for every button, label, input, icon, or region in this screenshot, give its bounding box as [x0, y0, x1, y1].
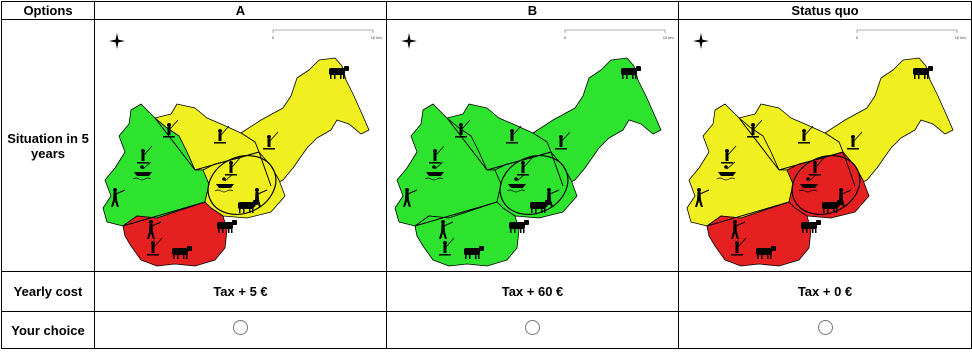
north-arrow-icon	[109, 33, 125, 49]
scale-unit-label: km	[668, 35, 674, 40]
choice-cell-status-quo	[678, 311, 972, 349]
scale-zero-label: 0	[856, 35, 859, 40]
fisherman-icon	[517, 157, 533, 176]
cow-icon	[217, 220, 237, 233]
fisherman-icon	[147, 237, 163, 256]
fisherman-icon	[847, 131, 863, 150]
cost-row: Yearly cost Tax + 5 € Tax + 60 € Tax + 0…	[1, 271, 972, 312]
hunter-icon	[403, 188, 418, 207]
zone-boundary	[122, 201, 206, 227]
scale-bar: 0 10 km	[272, 29, 382, 40]
radio-status-quo[interactable]	[817, 320, 833, 335]
center-zone-outline	[791, 155, 861, 215]
hunter-icon	[439, 220, 454, 239]
scale-unit-label: km	[960, 35, 966, 40]
situation-label: Situation in 5 years	[1, 19, 95, 272]
fisherman-icon	[747, 119, 763, 138]
fisherman-icon	[163, 119, 179, 138]
center-zone-outline	[207, 155, 277, 215]
zone-boundary	[154, 117, 196, 171]
cow-icon	[329, 66, 349, 79]
fisherman-icon	[214, 125, 230, 144]
scale-bar: 0 10 km	[856, 29, 966, 40]
hunter-icon	[695, 188, 710, 207]
scale-ten-label: 10	[371, 35, 376, 40]
header-option-a: A	[94, 1, 387, 20]
map-status-quo: 0 10 km	[678, 19, 972, 272]
boat-icon	[424, 161, 444, 181]
cow-icon	[464, 246, 484, 259]
fisherman-icon	[137, 145, 153, 164]
zone-boundary	[738, 117, 780, 171]
cow-icon	[756, 246, 776, 259]
yearly-cost-label: Yearly cost	[1, 271, 95, 312]
lake-map: 0 10 km	[679, 20, 968, 271]
hunter-icon	[731, 220, 746, 239]
radio-option-b[interactable]	[525, 320, 540, 335]
choice-row: Your choice	[1, 311, 972, 349]
fisherman-icon	[555, 131, 571, 150]
scale-unit-label: km	[376, 35, 382, 40]
radio-option-a[interactable]	[233, 320, 248, 335]
scale-ten-label: 10	[955, 35, 960, 40]
fisherman-icon	[731, 237, 747, 256]
fisherman-icon	[506, 125, 522, 144]
scale-zero-label: 0	[272, 35, 275, 40]
fisherman-icon	[429, 145, 445, 164]
lake-map: 0 10 km	[387, 20, 676, 271]
cost-option-b: Tax + 60 €	[386, 271, 679, 312]
header-status-quo: Status quo	[678, 1, 972, 20]
north-arrow-icon	[693, 33, 709, 49]
map-option-b: 0 10 km	[386, 19, 679, 272]
header-row: Options A B Status quo	[1, 1, 972, 20]
map-option-a: 0 10 km	[94, 19, 387, 272]
boat-icon	[132, 161, 152, 181]
scale-zero-label: 0	[564, 35, 567, 40]
boat-icon	[506, 173, 526, 193]
zone-boundary	[414, 201, 498, 227]
cow-icon	[238, 200, 258, 213]
cow-icon	[509, 220, 529, 233]
fisherman-icon	[263, 131, 279, 150]
cost-status-quo: Tax + 0 €	[678, 271, 972, 312]
choice-cell-a	[94, 311, 387, 349]
lake-map: 0 10 km	[95, 20, 384, 271]
fisherman-icon	[225, 157, 241, 176]
zone-boundary	[446, 117, 488, 171]
cow-icon	[822, 200, 842, 213]
fisherman-icon	[798, 125, 814, 144]
north-arrow-icon	[401, 33, 417, 49]
boat-icon	[798, 173, 818, 193]
situation-row: Situation in 5 years 0 10 km 0 10 km 0 10 km	[1, 19, 972, 272]
choice-experiment-table: Options A B Status quo Situation in 5 ye…	[1, 1, 972, 349]
hunter-icon	[147, 220, 162, 239]
choice-cell-b	[386, 311, 679, 349]
scale-bar: 0 10 km	[564, 29, 674, 40]
header-option-b: B	[386, 1, 679, 20]
zone-boundary	[706, 201, 790, 227]
scale-ten-label: 10	[663, 35, 668, 40]
cow-icon	[801, 220, 821, 233]
cow-icon	[621, 66, 641, 79]
fisherman-icon	[809, 157, 825, 176]
header-options: Options	[1, 1, 95, 20]
boat-icon	[716, 161, 736, 181]
boat-icon	[214, 173, 234, 193]
fisherman-icon	[455, 119, 471, 138]
cow-icon	[530, 200, 550, 213]
cow-icon	[172, 246, 192, 259]
fisherman-icon	[439, 237, 455, 256]
cost-option-a: Tax + 5 €	[94, 271, 387, 312]
hunter-icon	[111, 188, 126, 207]
cow-icon	[913, 66, 933, 79]
your-choice-label: Your choice	[1, 311, 95, 349]
center-zone-outline	[499, 155, 569, 215]
fisherman-icon	[721, 145, 737, 164]
